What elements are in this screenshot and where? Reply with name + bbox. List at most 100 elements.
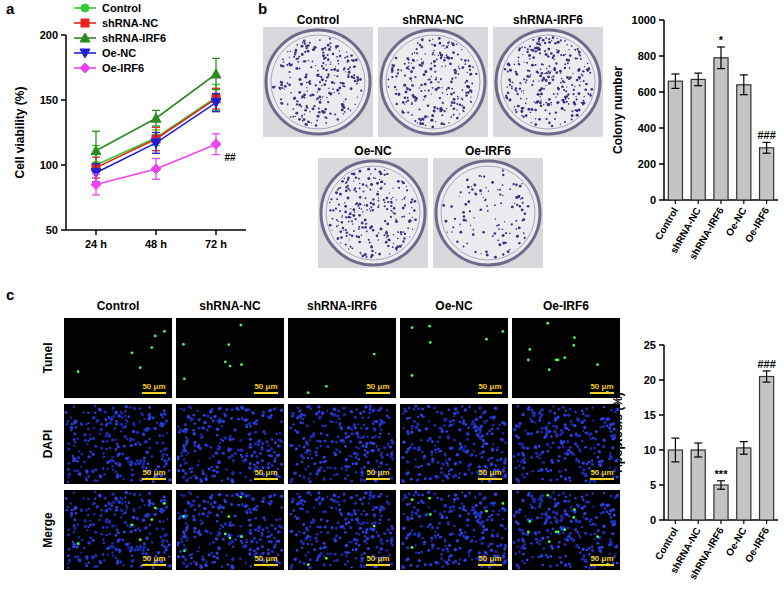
colony xyxy=(567,93,569,95)
nucleus xyxy=(160,413,163,416)
colony xyxy=(561,107,564,110)
colony xyxy=(421,38,424,41)
nucleus xyxy=(164,414,166,416)
colony xyxy=(421,62,424,65)
colony xyxy=(321,78,324,81)
y-tick xyxy=(659,484,664,486)
colony xyxy=(329,224,332,227)
colony xyxy=(327,58,329,60)
nucleus xyxy=(197,426,200,429)
colony xyxy=(296,103,298,105)
colony xyxy=(409,236,410,237)
colony xyxy=(366,230,368,232)
nucleus xyxy=(143,460,146,463)
colony xyxy=(566,59,569,62)
plot-area xyxy=(91,58,221,195)
nucleus xyxy=(105,435,108,438)
colony xyxy=(319,96,322,99)
nucleus xyxy=(230,478,233,481)
colony xyxy=(451,101,454,104)
colony xyxy=(376,182,379,185)
nucleus xyxy=(230,417,233,420)
nucleus xyxy=(122,478,124,480)
colony xyxy=(344,178,346,180)
colony xyxy=(438,55,440,57)
colony xyxy=(431,126,434,129)
tunel-positive xyxy=(528,348,531,351)
colony xyxy=(414,99,417,102)
nucleus xyxy=(156,422,158,424)
nucleus xyxy=(130,444,133,447)
bar xyxy=(760,148,774,200)
colony xyxy=(369,226,372,229)
nucleus xyxy=(241,456,243,458)
colony xyxy=(350,54,353,57)
nucleus xyxy=(249,437,252,440)
nucleus xyxy=(126,420,129,423)
colony xyxy=(353,74,355,76)
colony xyxy=(318,111,321,114)
x-tick-label: 72 h xyxy=(205,238,227,250)
colony xyxy=(355,176,357,178)
colony xyxy=(470,225,471,226)
y-tick xyxy=(61,229,66,231)
colony xyxy=(576,114,579,117)
nucleus xyxy=(78,472,81,475)
colony xyxy=(350,110,352,112)
colony xyxy=(338,188,340,190)
error-cap xyxy=(717,46,725,47)
nucleus xyxy=(261,442,264,445)
colony xyxy=(461,89,463,91)
colony xyxy=(548,84,549,85)
colony xyxy=(384,174,386,176)
nucleus xyxy=(87,440,89,442)
colony xyxy=(290,92,292,94)
colony xyxy=(385,241,388,244)
colony xyxy=(485,187,486,188)
nucleus xyxy=(119,474,122,477)
colony xyxy=(344,205,347,208)
colony xyxy=(319,39,321,41)
colony xyxy=(322,54,325,57)
colony xyxy=(441,114,443,116)
colony xyxy=(450,93,453,96)
colony xyxy=(404,233,406,235)
colony xyxy=(468,65,471,68)
colony xyxy=(521,90,522,91)
colony xyxy=(468,192,470,194)
x-tick xyxy=(675,520,676,524)
colony xyxy=(345,243,347,245)
colony xyxy=(319,81,321,83)
nucleus xyxy=(144,441,147,444)
colony xyxy=(551,125,553,127)
y-tick-label: 400 xyxy=(638,122,656,134)
colony xyxy=(455,77,457,79)
x-tick-label: shRNA-IRF6 xyxy=(687,205,726,261)
colony xyxy=(576,98,578,100)
nucleus xyxy=(116,475,119,478)
nucleus xyxy=(248,433,251,436)
colony xyxy=(424,83,427,86)
colony xyxy=(520,98,522,100)
colony xyxy=(298,56,300,58)
colony xyxy=(384,183,386,185)
error-bar xyxy=(212,134,220,155)
colony xyxy=(322,96,324,98)
colony xyxy=(356,76,359,79)
colony xyxy=(466,85,469,88)
colony xyxy=(335,66,336,67)
nucleus xyxy=(155,441,158,444)
y-axis-label: Colony number xyxy=(611,66,625,154)
colony xyxy=(280,98,282,100)
nucleus xyxy=(73,441,76,444)
nucleus xyxy=(279,439,282,442)
colony xyxy=(334,75,335,76)
colony xyxy=(542,77,545,80)
colony xyxy=(424,90,425,91)
colony xyxy=(358,226,360,228)
nucleus xyxy=(210,446,213,449)
colony xyxy=(376,234,379,237)
micrograph: 50 μm xyxy=(176,404,284,484)
nucleus xyxy=(130,479,133,482)
colony xyxy=(524,47,526,49)
